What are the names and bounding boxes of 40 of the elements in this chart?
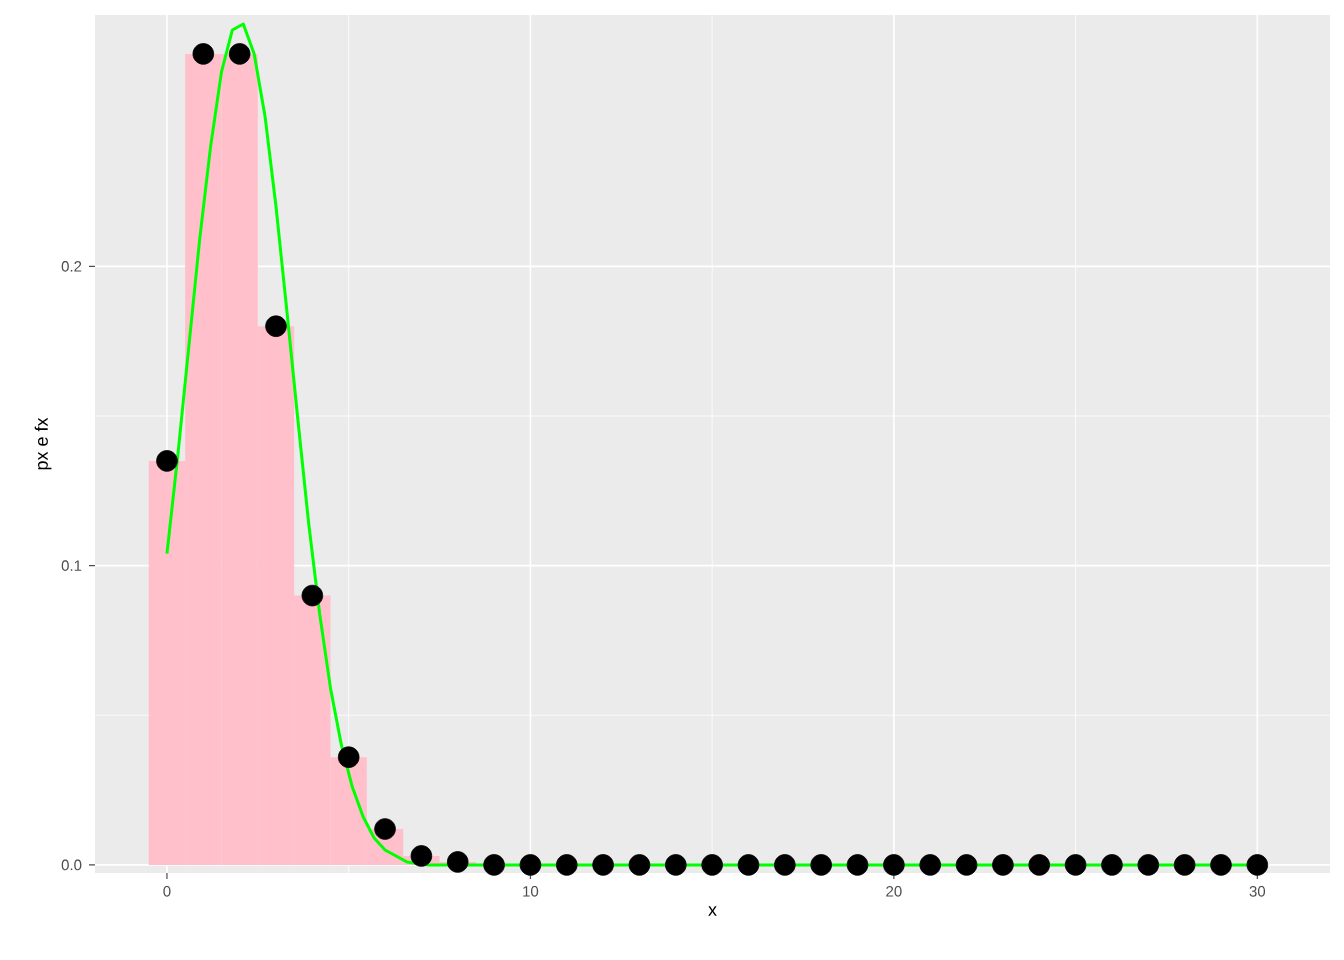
point [519,854,542,876]
point [701,854,723,876]
x-tick-label: 0 [163,886,171,897]
y-tick-label: 0.1 [61,560,82,571]
point [192,43,215,65]
point [374,818,396,840]
point [846,854,869,876]
point [1028,854,1051,876]
y-tick-label: 0.2 [61,261,82,272]
point [1246,854,1269,876]
point [265,315,287,337]
point [337,746,360,768]
point [410,845,433,867]
point [446,851,469,873]
x-axis-title: x [708,906,717,916]
x-tick-label: 30 [1249,886,1266,897]
point [156,450,178,472]
point [1137,854,1160,876]
x-tick-label: 20 [886,886,902,897]
point [1210,854,1232,876]
y-axis-title: px e fx [34,417,52,470]
point [737,854,760,876]
point [1064,854,1087,876]
point [228,43,251,65]
point [810,854,832,876]
point [774,854,796,876]
point [592,854,614,876]
x-tick-label: 10 [523,886,539,897]
point [1101,854,1123,876]
y-tick-label: 0.0 [61,859,82,871]
point [556,854,578,876]
point [483,854,505,876]
point [628,854,651,876]
point [919,854,941,876]
point [992,854,1014,876]
point [883,854,905,876]
point [301,584,324,607]
point [955,854,978,876]
point [1173,854,1196,876]
point [665,854,687,876]
